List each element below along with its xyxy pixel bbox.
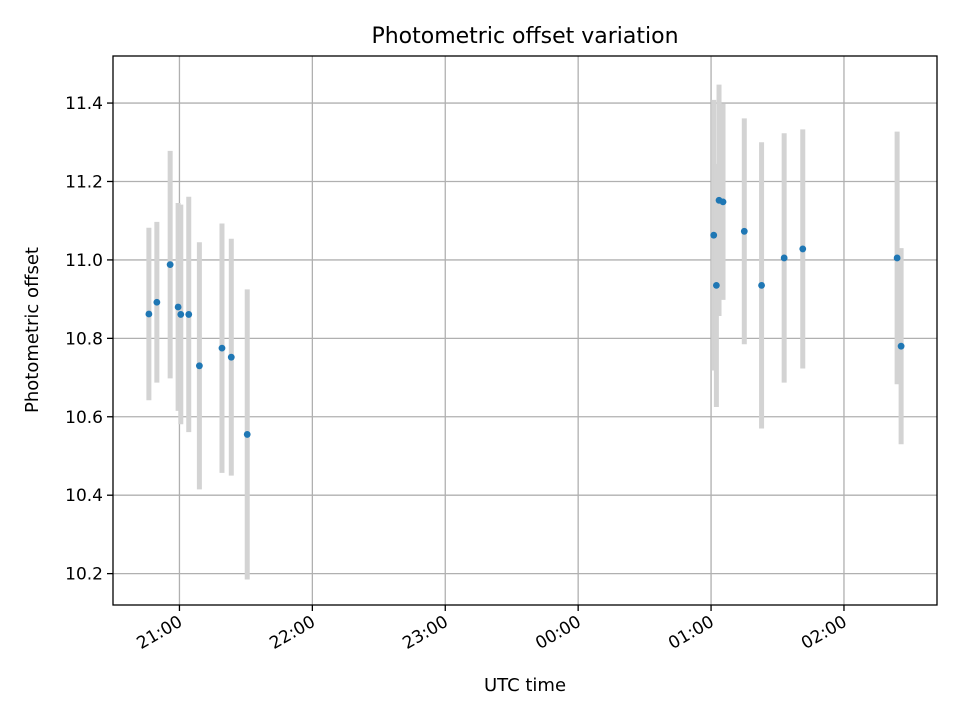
x-tick-label: 01:00 xyxy=(665,612,717,654)
x-tick-label: 21:00 xyxy=(134,612,186,654)
x-tick-label: 02:00 xyxy=(798,612,850,654)
data-points xyxy=(145,196,905,438)
data-point xyxy=(780,254,788,262)
data-point xyxy=(799,245,807,253)
x-tick-label: 23:00 xyxy=(399,612,451,654)
y-tick-label: 10.6 xyxy=(65,408,103,428)
x-axis-ticks: 21:00 22:00 23:00 00:00 01:00 02:00 xyxy=(134,605,850,654)
data-point xyxy=(227,353,235,361)
data-point xyxy=(177,311,185,318)
y-tick-label: 10.8 xyxy=(65,329,103,349)
data-point xyxy=(897,342,905,350)
data-point xyxy=(712,282,720,289)
error-bars xyxy=(146,84,904,580)
y-tick-label: 11.0 xyxy=(65,251,103,271)
x-tick-label: 22:00 xyxy=(266,612,318,654)
x-axis-label: UTC time xyxy=(484,675,566,696)
y-tick-label: 11.4 xyxy=(65,94,103,114)
y-tick-label: 11.2 xyxy=(65,172,103,192)
data-point xyxy=(893,254,901,262)
chart-title: Photometric offset variation xyxy=(371,24,678,49)
data-point xyxy=(243,431,251,438)
y-axis-label: Photometric offset xyxy=(22,247,43,413)
data-point xyxy=(740,227,748,235)
data-point xyxy=(174,303,182,311)
data-point xyxy=(218,344,226,352)
grid-lines xyxy=(113,56,937,605)
data-point xyxy=(166,261,174,269)
y-tick-label: 10.4 xyxy=(65,486,103,506)
y-tick-label: 10.2 xyxy=(65,565,103,585)
data-point xyxy=(719,198,727,206)
data-point xyxy=(153,298,161,306)
data-point xyxy=(758,282,765,289)
data-point xyxy=(145,310,153,318)
data-point xyxy=(710,231,718,239)
plot-frame xyxy=(112,55,938,606)
y-axis-ticks: 10.2 10.4 10.6 10.8 11.0 11.2 11.4 xyxy=(65,94,113,585)
data-point xyxy=(195,362,203,370)
x-tick-label: 00:00 xyxy=(532,612,584,654)
data-point xyxy=(185,311,193,318)
